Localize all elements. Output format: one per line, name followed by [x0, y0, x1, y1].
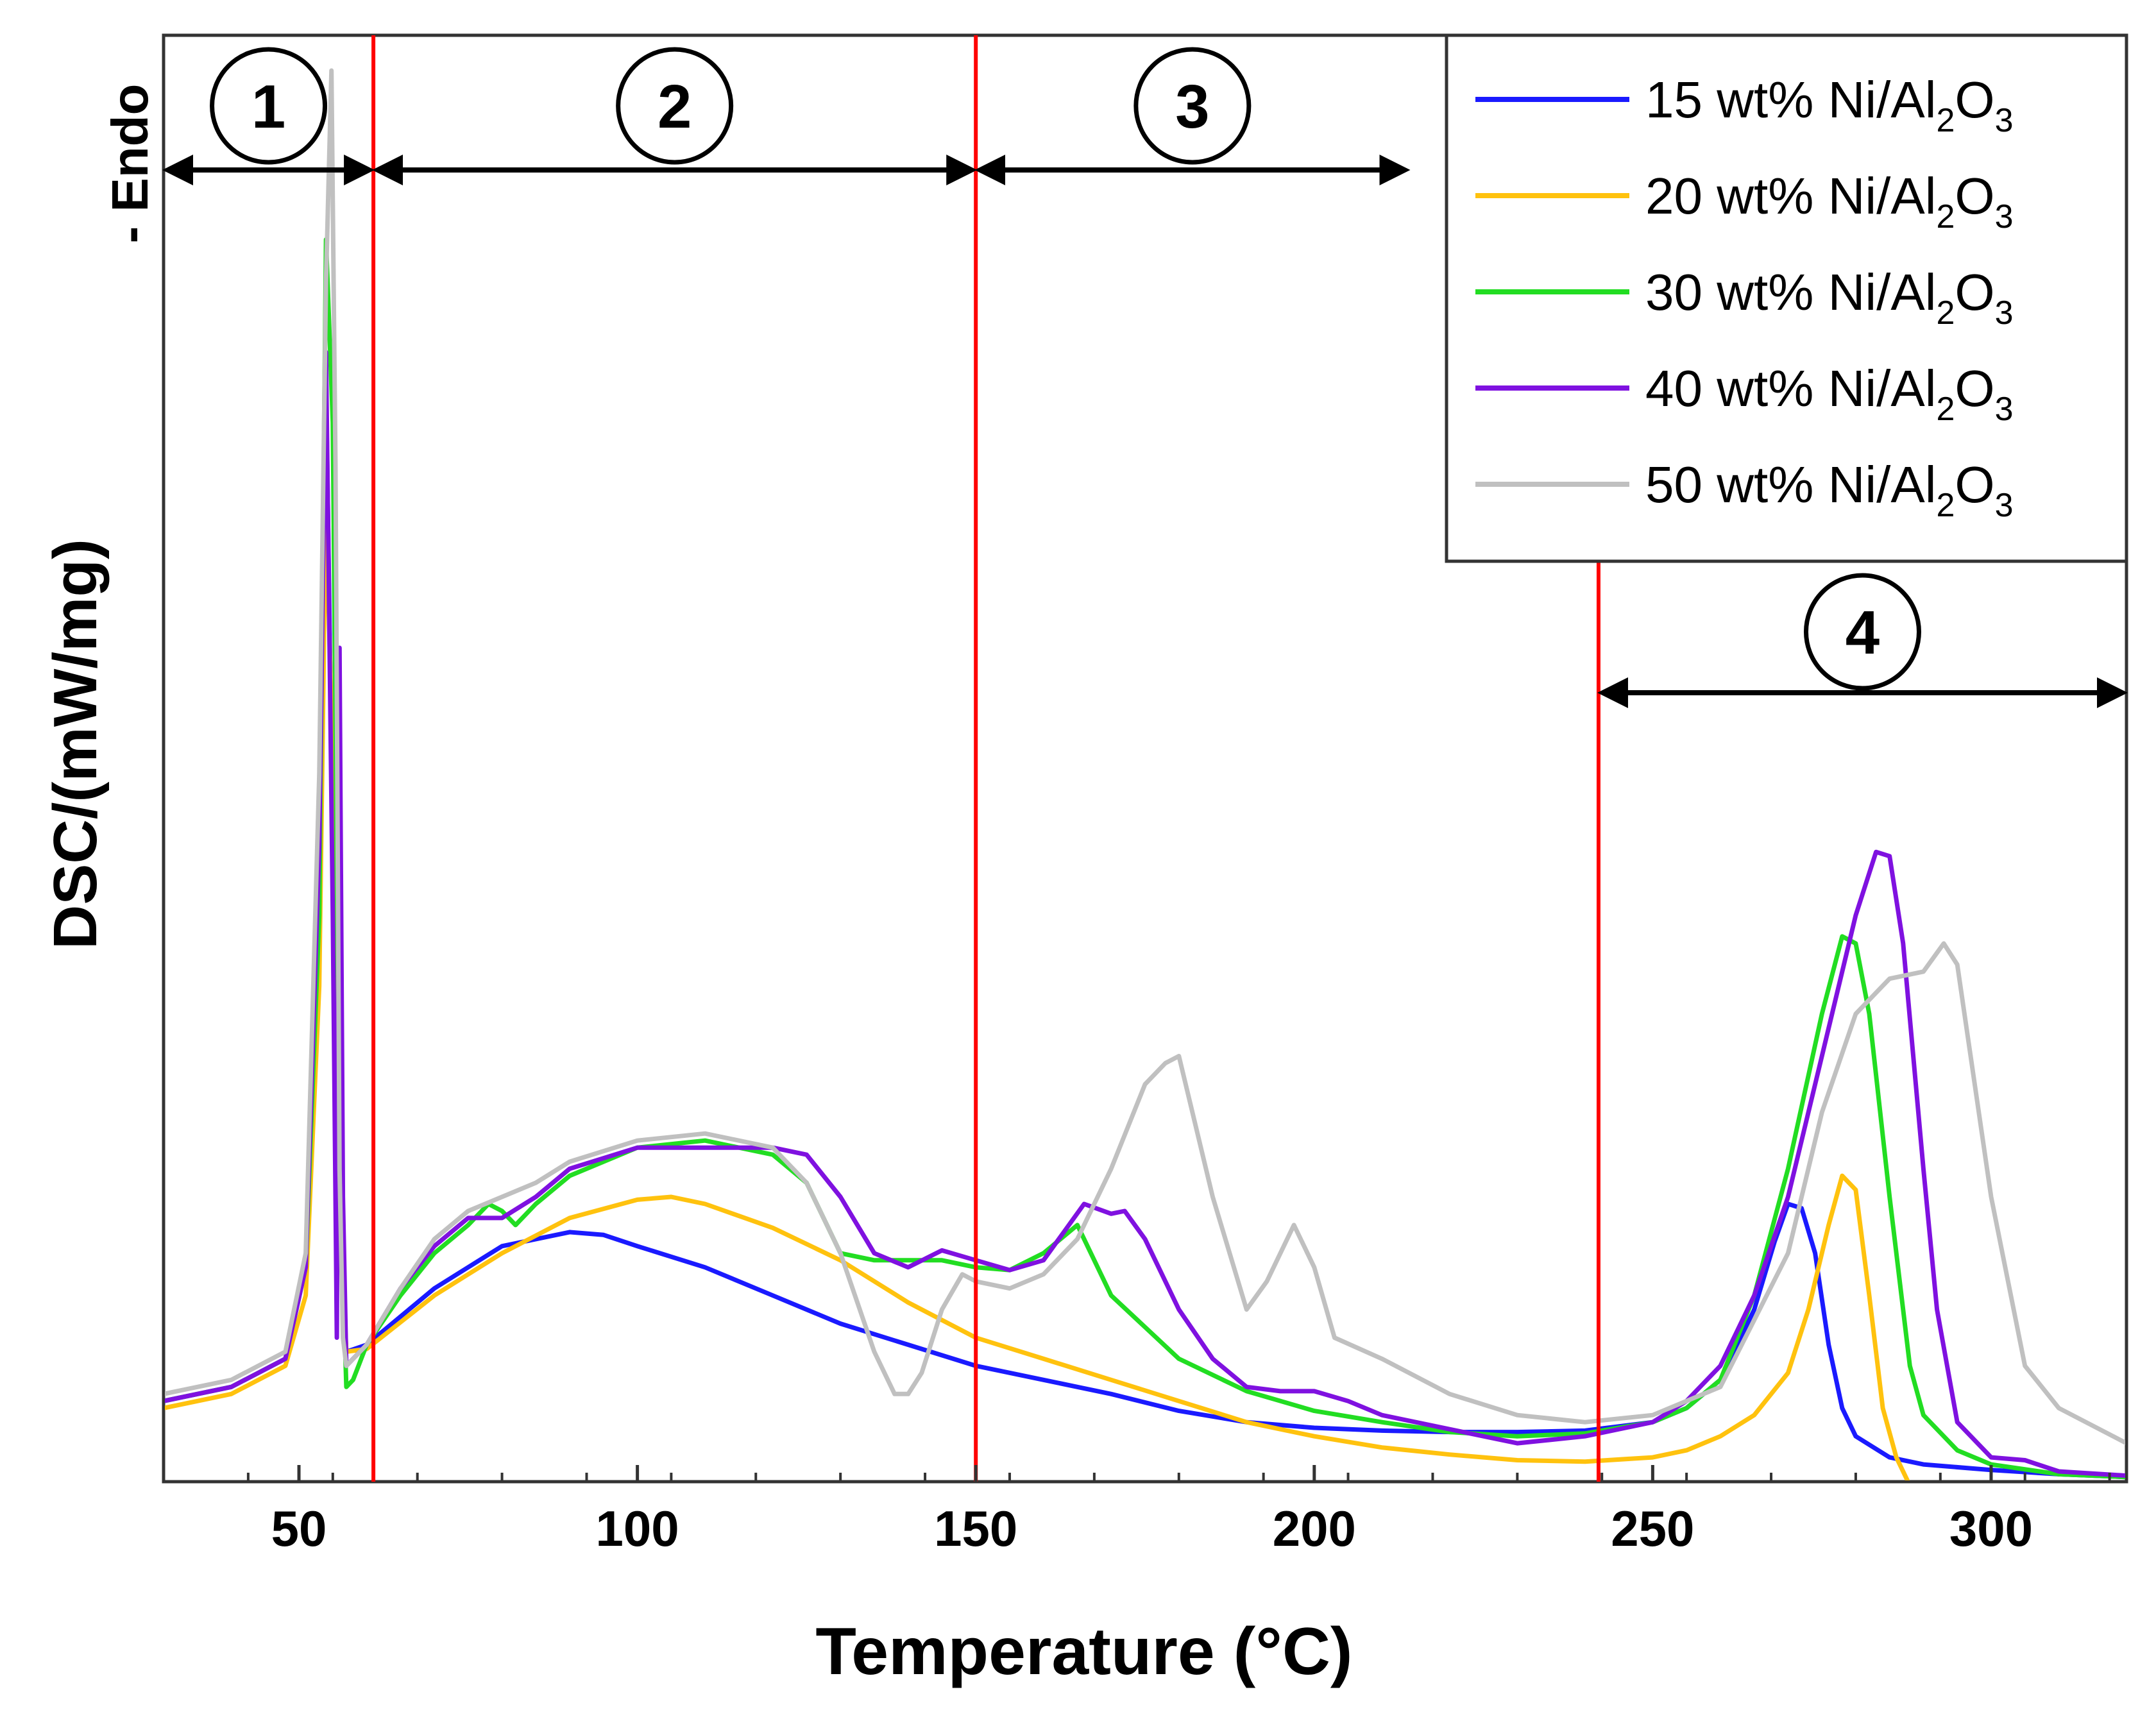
x-axis-title: Temperature (°C) [815, 1614, 1352, 1689]
region-annotation-layer: 1 2 3 4 [162, 47, 2128, 708]
legend-label-3: 30 wt% Ni/Al2O3 [1645, 264, 2014, 332]
region-circle-2 [616, 47, 734, 165]
series-layer [165, 68, 2125, 1480]
legend-label-2: 20 wt% Ni/Al2O3 [1645, 167, 2014, 235]
legend-label-5: 50 wt% Ni/Al2O3 [1645, 456, 2014, 524]
x-tick-label: 150 [934, 1500, 1017, 1557]
region-number-4: 4 [1846, 598, 1880, 667]
legend-label-1: 15 wt% Ni/Al2O3 [1645, 71, 2014, 139]
x-tick-label: 50 [271, 1500, 327, 1557]
x-tick-label: 300 [1949, 1500, 2033, 1557]
region-number-3: 3 [1175, 72, 1209, 141]
region-circle-1 [210, 47, 328, 165]
x-axis-ticks: 50 100 150 200 250 300 [162, 1465, 2111, 1557]
endo-direction-label: - Endo [101, 84, 158, 244]
region-number-2: 2 [658, 72, 692, 141]
legend-box [1445, 33, 2128, 563]
series-line-5 [165, 68, 2125, 1446]
region-circle-3 [1133, 47, 1252, 165]
x-tick-label: 250 [1611, 1500, 1694, 1557]
x-tick-label: 100 [596, 1500, 679, 1557]
region-circle-4 [1803, 573, 1921, 691]
legend: 15 wt% Ni/Al2O3 20 wt% Ni/Al2O3 30 wt% Ni/… [1445, 33, 2128, 563]
y-axis-title: DSC/(mW/mg) [41, 539, 110, 949]
legend-label-4: 40 wt% Ni/Al2O3 [1645, 360, 2014, 428]
x-tick-label: 200 [1273, 1500, 1356, 1557]
region-number-1: 1 [251, 72, 285, 141]
